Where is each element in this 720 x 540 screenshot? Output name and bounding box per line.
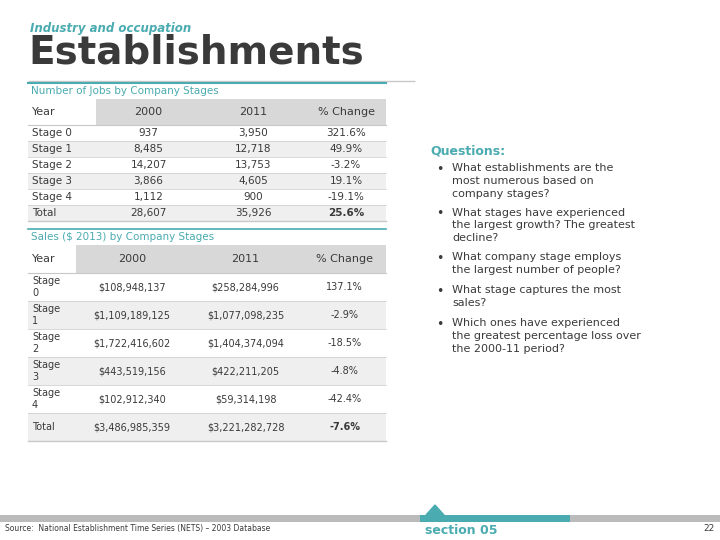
Text: Stage 2: Stage 2 <box>32 160 72 170</box>
Text: 22: 22 <box>703 524 715 533</box>
Text: -4.8%: -4.8% <box>330 366 359 376</box>
Text: $1,404,374,094: $1,404,374,094 <box>207 338 284 348</box>
Text: Stage 4: Stage 4 <box>32 192 72 202</box>
Text: Which ones have experienced
the greatest percentage loss over
the 2000-11 period: Which ones have experienced the greatest… <box>452 318 641 354</box>
Bar <box>303 245 386 273</box>
Text: Total: Total <box>32 422 55 432</box>
Text: 19.1%: 19.1% <box>330 176 363 186</box>
Text: 49.9%: 49.9% <box>330 144 363 154</box>
Bar <box>28 205 386 221</box>
Text: $1,109,189,125: $1,109,189,125 <box>94 310 171 320</box>
Bar <box>28 157 386 173</box>
Text: -7.6%: -7.6% <box>329 422 360 432</box>
Text: •: • <box>436 318 444 331</box>
Text: 2011: 2011 <box>240 107 268 117</box>
Text: section 05: section 05 <box>425 524 498 537</box>
Bar <box>28 245 76 273</box>
Text: Stage
0: Stage 0 <box>32 276 60 298</box>
Text: Stage
2: Stage 2 <box>32 332 60 354</box>
Text: Stage 0: Stage 0 <box>32 128 72 138</box>
Text: Stage
4: Stage 4 <box>32 388 60 410</box>
Text: 3,866: 3,866 <box>134 176 163 186</box>
Text: 137.1%: 137.1% <box>326 282 363 292</box>
Bar <box>28 229 386 245</box>
Text: 13,753: 13,753 <box>235 160 271 170</box>
Bar <box>28 301 386 329</box>
Text: 35,926: 35,926 <box>235 208 271 218</box>
Text: Stage 1: Stage 1 <box>32 144 72 154</box>
Text: •: • <box>436 163 444 176</box>
Text: $59,314,198: $59,314,198 <box>215 394 276 404</box>
Text: 900: 900 <box>243 192 264 202</box>
Text: 3,950: 3,950 <box>238 128 269 138</box>
Text: Stage 3: Stage 3 <box>32 176 72 186</box>
Text: Year: Year <box>32 107 55 117</box>
Bar <box>28 329 386 357</box>
Text: -19.1%: -19.1% <box>328 192 364 202</box>
Text: % Change: % Change <box>318 107 374 117</box>
Bar <box>28 99 96 125</box>
Text: Year: Year <box>32 254 55 264</box>
Text: Questions:: Questions: <box>430 145 505 158</box>
Text: 2011: 2011 <box>231 254 260 264</box>
Text: $3,221,282,728: $3,221,282,728 <box>207 422 284 432</box>
Bar <box>28 357 386 385</box>
Text: -2.9%: -2.9% <box>330 310 359 320</box>
Text: 28,607: 28,607 <box>130 208 167 218</box>
Bar <box>306 99 386 125</box>
Text: What company stage employs
the largest number of people?: What company stage employs the largest n… <box>452 252 621 275</box>
Bar <box>28 413 386 441</box>
Text: What stages have experienced
the largest growth? The greatest
decline?: What stages have experienced the largest… <box>452 207 635 243</box>
Text: 4,605: 4,605 <box>238 176 269 186</box>
Text: -3.2%: -3.2% <box>331 160 361 170</box>
Text: 2000: 2000 <box>135 107 163 117</box>
Text: -18.5%: -18.5% <box>328 338 361 348</box>
Text: $443,519,156: $443,519,156 <box>98 366 166 376</box>
Text: Industry and occupation: Industry and occupation <box>30 22 192 35</box>
Bar <box>28 189 386 205</box>
Text: Establishments: Establishments <box>28 34 364 72</box>
Text: $3,486,985,359: $3,486,985,359 <box>94 422 171 432</box>
Text: Stage
1: Stage 1 <box>32 304 60 326</box>
Bar <box>76 245 303 273</box>
Text: Total: Total <box>32 208 56 218</box>
Text: •: • <box>436 252 444 265</box>
Text: What stage captures the most
sales?: What stage captures the most sales? <box>452 285 621 308</box>
Text: What establishments are the
most numerous based on
company stages?: What establishments are the most numerou… <box>452 163 613 199</box>
Text: $108,948,137: $108,948,137 <box>98 282 166 292</box>
Text: $422,211,205: $422,211,205 <box>212 366 279 376</box>
Text: Stage
3: Stage 3 <box>32 360 60 382</box>
Bar <box>28 83 386 99</box>
Bar <box>28 141 386 157</box>
Text: 937: 937 <box>138 128 158 138</box>
Bar <box>28 125 386 141</box>
Text: % Change: % Change <box>316 254 373 264</box>
Bar <box>420 515 570 522</box>
Bar <box>28 273 386 301</box>
Text: •: • <box>436 285 444 298</box>
Text: 12,718: 12,718 <box>235 144 271 154</box>
Text: $1,077,098,235: $1,077,098,235 <box>207 310 284 320</box>
Bar <box>28 173 386 189</box>
Text: $102,912,340: $102,912,340 <box>98 394 166 404</box>
Text: 8,485: 8,485 <box>134 144 163 154</box>
Text: •: • <box>436 207 444 220</box>
Polygon shape <box>426 505 444 515</box>
Bar <box>96 99 306 125</box>
Text: $1,722,416,602: $1,722,416,602 <box>94 338 171 348</box>
Text: 321.6%: 321.6% <box>326 128 366 138</box>
Text: $258,284,996: $258,284,996 <box>212 282 279 292</box>
Text: 14,207: 14,207 <box>130 160 167 170</box>
Bar <box>0 515 720 522</box>
Text: 2000: 2000 <box>118 254 146 264</box>
Text: 1,112: 1,112 <box>134 192 163 202</box>
Text: Source:  National Establishment Time Series (NETS) – 2003 Database: Source: National Establishment Time Seri… <box>5 524 270 533</box>
Bar <box>28 385 386 413</box>
Text: Number of Jobs by Company Stages: Number of Jobs by Company Stages <box>31 86 219 96</box>
Text: Sales ($ 2013) by Company Stages: Sales ($ 2013) by Company Stages <box>31 232 214 242</box>
Text: 25.6%: 25.6% <box>328 208 364 218</box>
Text: -42.4%: -42.4% <box>328 394 361 404</box>
